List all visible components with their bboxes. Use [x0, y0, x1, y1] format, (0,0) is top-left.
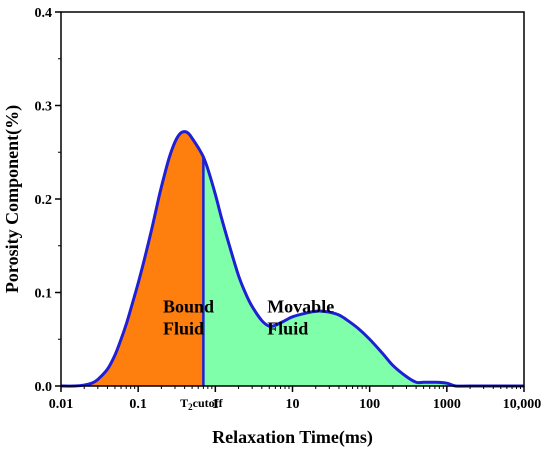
fill-regions [61, 131, 524, 387]
x-tick-label-2: 1 [212, 397, 219, 412]
x-tick-label-4: 100 [359, 397, 380, 412]
y-tick-label-2: 0.2 [35, 193, 53, 208]
x-axis-title: Relaxation Time(ms) [212, 427, 373, 448]
series-line [60, 130, 524, 388]
x-tick-label-0: 0.01 [49, 397, 74, 412]
labels: 0.0 0.1 0.2 0.3 0.4 0.01 0.1 1 10 100 1000 10,000 T2… [2, 6, 541, 448]
x-tick-label-5: 1000 [433, 397, 461, 412]
x-tick-label-1: 0.1 [129, 397, 147, 412]
t2-cutoff-label: T2cutoff [180, 396, 224, 412]
movable-fluid-area [203, 156, 524, 387]
x-tick-label-6: 10,000 [503, 397, 542, 412]
bound-fluid-label-line2: Fluid [163, 319, 204, 339]
y-tick-label-1: 0.1 [35, 287, 53, 302]
y-tick-label-4: 0.4 [35, 6, 53, 21]
y-axis-title: Porosity Component(%) [2, 105, 23, 293]
bound-fluid-label-line1: Bound [163, 297, 214, 317]
bound-fluid-area [61, 131, 204, 387]
x-tick-label-3: 10 [286, 397, 300, 412]
movable-fluid-label-line2: Fluid [267, 319, 308, 339]
curve-layer [60, 130, 524, 388]
y-tick-label-3: 0.3 [35, 100, 53, 115]
axes [55, 11, 525, 392]
y-tick-label-0: 0.0 [35, 380, 53, 395]
movable-fluid-label-line1: Movable [267, 297, 334, 317]
